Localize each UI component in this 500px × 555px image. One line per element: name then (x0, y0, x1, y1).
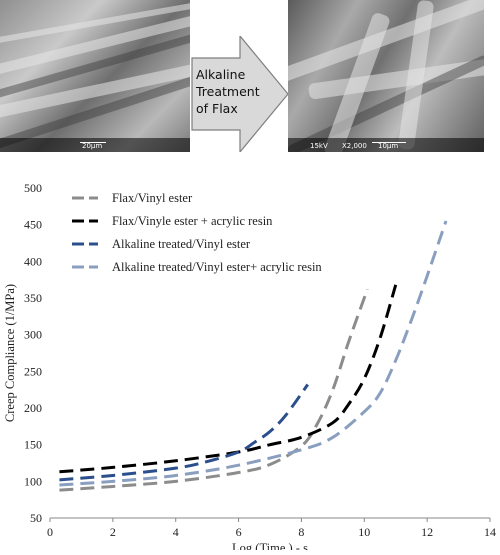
x-tick-label: 6 (236, 525, 242, 539)
x-tick-label: 4 (173, 525, 179, 539)
x-tick-label: 2 (110, 525, 116, 539)
series-line-2 (59, 284, 398, 474)
series-line-1 (59, 288, 369, 492)
x-tick-label: 14 (484, 525, 496, 539)
y-tick-label: 150 (24, 438, 42, 452)
y-tick-label: 450 (24, 218, 42, 232)
legend-label-1: Flax/Vinyl ester (112, 191, 193, 205)
x-axis-title: Log (Time ) - s (232, 541, 308, 550)
arrow-label: Alkaline Treatment of Flax (196, 66, 268, 117)
arrow-label-line: Alkaline (196, 67, 246, 82)
magnification-label: X2,000 (342, 142, 367, 150)
y-tick-label: 200 (24, 401, 42, 415)
chart-legend: Flax/Vinyl ester Flax/Vinyle ester + acry… (72, 191, 322, 274)
y-tick-label: 50 (30, 511, 42, 525)
legend-label-4: Alkaline treated/Vinyl ester+ acrylic re… (112, 260, 322, 274)
creep-compliance-chart: 0 2 4 6 8 10 12 14 50 100 150 200 250 300 350 400 450 500… (0, 176, 500, 555)
scale-label: 20µm (82, 142, 103, 150)
x-tick-label: 8 (298, 525, 304, 539)
scale-label: 10µm (378, 142, 399, 150)
chart-ticks: 0 2 4 6 8 10 12 14 50 100 150 200 250 300 350 400 450 500 (24, 181, 496, 539)
scale-line (372, 142, 406, 143)
legend-label-2: Flax/Vinyle ester + acrylic resin (112, 214, 273, 228)
sem-image-treated-flax: 15kV X2,000 10µm (288, 0, 484, 152)
y-tick-label: 400 (24, 254, 42, 268)
legend-label-3: Alkaline treated/Vinyl ester (112, 237, 251, 251)
y-tick-label: 250 (24, 364, 42, 378)
voltage-label: 15kV (310, 142, 328, 150)
chart-series (59, 220, 448, 492)
process-arrow (191, 36, 289, 152)
x-tick-label: 0 (47, 525, 53, 539)
x-tick-label: 10 (358, 525, 370, 539)
scale-line (80, 142, 106, 143)
series-line-3 (59, 383, 309, 482)
scale-bar (288, 138, 484, 152)
y-tick-label: 100 (24, 474, 42, 488)
chart-svg: 0 2 4 6 8 10 12 14 50 100 150 200 250 300 350 400 450 500… (3, 181, 496, 555)
sem-image-untreated-flax: 20µm (0, 0, 190, 152)
series-line-4 (59, 220, 448, 487)
arrow-label-line: Treatment (196, 84, 260, 99)
y-tick-label: 350 (24, 291, 42, 305)
arrow-label-line: of Flax (196, 101, 238, 116)
y-tick-label: 300 (24, 328, 42, 342)
x-tick-label: 12 (421, 525, 433, 539)
scale-bar (0, 138, 190, 152)
y-tick-label: 500 (24, 181, 42, 195)
y-axis-title: Creep Compliance (1/MPa) (3, 284, 17, 422)
